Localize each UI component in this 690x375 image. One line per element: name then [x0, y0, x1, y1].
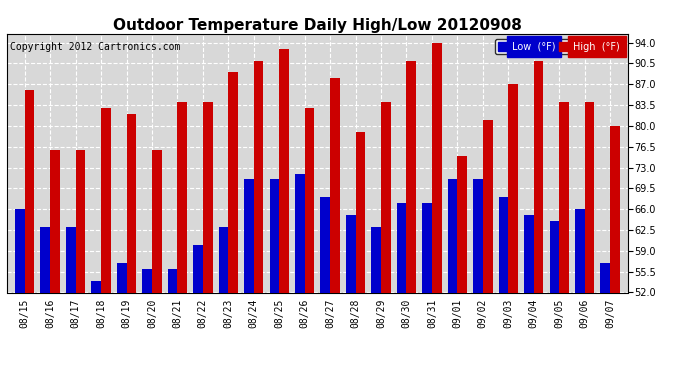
Bar — [228, 72, 238, 375]
Bar — [142, 269, 152, 375]
Bar — [549, 221, 559, 375]
Bar — [371, 227, 381, 375]
Bar — [432, 43, 442, 375]
Bar — [117, 263, 126, 375]
Bar — [575, 209, 584, 375]
Bar — [295, 174, 305, 375]
Bar — [50, 150, 60, 375]
Bar — [203, 102, 213, 375]
Bar — [219, 227, 228, 375]
Bar — [66, 227, 76, 375]
Bar — [91, 280, 101, 375]
Bar — [41, 227, 50, 375]
Bar — [397, 203, 406, 375]
Bar — [406, 60, 416, 375]
Bar — [473, 180, 483, 375]
Bar — [152, 150, 161, 375]
Bar — [244, 180, 254, 375]
Title: Outdoor Temperature Daily High/Low 20120908: Outdoor Temperature Daily High/Low 20120… — [113, 18, 522, 33]
Bar — [524, 215, 534, 375]
Bar — [76, 150, 86, 375]
Bar — [270, 180, 279, 375]
Bar — [346, 215, 355, 375]
Bar — [610, 126, 620, 375]
Bar — [193, 245, 203, 375]
Bar — [448, 180, 457, 375]
Bar — [422, 203, 432, 375]
Bar — [584, 102, 594, 375]
Bar — [499, 197, 509, 375]
Bar — [177, 102, 187, 375]
Bar — [559, 102, 569, 375]
Bar — [381, 102, 391, 375]
Bar — [457, 156, 467, 375]
Bar — [168, 269, 177, 375]
Text: Copyright 2012 Cartronics.com: Copyright 2012 Cartronics.com — [10, 42, 180, 51]
Bar — [101, 108, 110, 375]
Bar — [534, 60, 544, 375]
Bar — [330, 78, 339, 375]
Bar — [254, 60, 264, 375]
Bar — [509, 84, 518, 375]
Bar — [25, 90, 34, 375]
Legend: Low  (°F), High  (°F): Low (°F), High (°F) — [495, 39, 623, 54]
Bar — [305, 108, 315, 375]
Bar — [355, 132, 365, 375]
Bar — [483, 120, 493, 375]
Bar — [15, 209, 25, 375]
Bar — [320, 197, 330, 375]
Bar — [279, 49, 289, 375]
Bar — [126, 114, 136, 375]
Bar — [600, 263, 610, 375]
